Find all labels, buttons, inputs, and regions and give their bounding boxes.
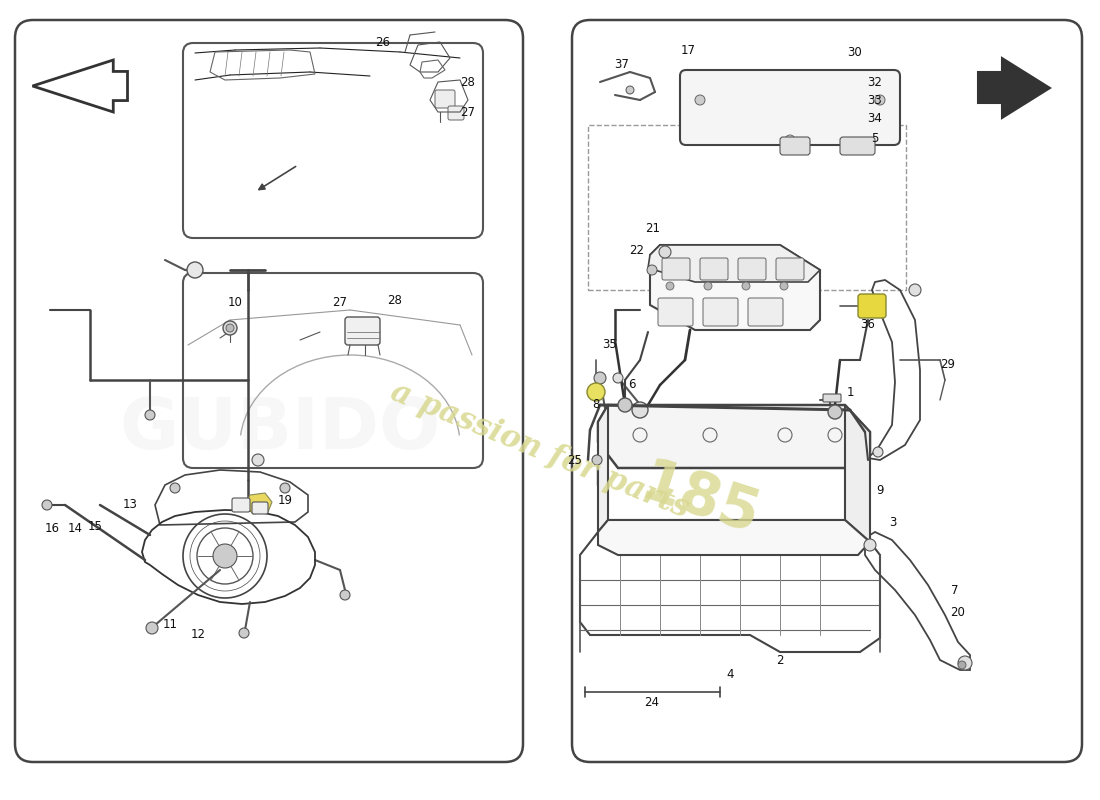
FancyBboxPatch shape: [823, 394, 842, 402]
Polygon shape: [598, 520, 870, 555]
Circle shape: [785, 135, 795, 145]
Circle shape: [909, 284, 921, 296]
FancyBboxPatch shape: [748, 298, 783, 326]
Circle shape: [213, 544, 236, 568]
FancyBboxPatch shape: [434, 90, 455, 108]
Circle shape: [252, 454, 264, 466]
Text: 36: 36: [860, 318, 876, 331]
Polygon shape: [245, 493, 272, 514]
Text: 27: 27: [461, 106, 475, 118]
Text: GUBIDO: GUBIDO: [119, 395, 441, 465]
FancyBboxPatch shape: [858, 294, 886, 318]
Text: 13: 13: [122, 498, 138, 511]
Circle shape: [170, 483, 180, 493]
Text: 10: 10: [228, 295, 242, 309]
Text: 15: 15: [88, 519, 102, 533]
FancyBboxPatch shape: [345, 317, 379, 345]
FancyBboxPatch shape: [658, 298, 693, 326]
Text: 37: 37: [615, 58, 629, 71]
Circle shape: [226, 324, 234, 332]
Text: 30: 30: [848, 46, 862, 58]
Circle shape: [223, 321, 236, 335]
Circle shape: [647, 265, 657, 275]
Polygon shape: [978, 58, 1050, 118]
Text: 20: 20: [950, 606, 966, 618]
Circle shape: [618, 398, 632, 412]
Text: 14: 14: [67, 522, 82, 534]
Circle shape: [704, 282, 712, 290]
Text: 9: 9: [877, 483, 883, 497]
Circle shape: [828, 405, 842, 419]
FancyBboxPatch shape: [776, 258, 804, 280]
Text: 29: 29: [940, 358, 956, 371]
Circle shape: [340, 590, 350, 600]
Text: 8: 8: [593, 398, 600, 411]
FancyBboxPatch shape: [680, 70, 900, 145]
Circle shape: [874, 95, 886, 105]
Text: 32: 32: [868, 75, 882, 89]
Circle shape: [864, 539, 876, 551]
FancyBboxPatch shape: [662, 258, 690, 280]
Circle shape: [742, 282, 750, 290]
FancyBboxPatch shape: [840, 137, 874, 155]
Circle shape: [613, 373, 623, 383]
Circle shape: [145, 410, 155, 420]
FancyBboxPatch shape: [738, 258, 766, 280]
Circle shape: [187, 262, 204, 278]
Polygon shape: [648, 245, 820, 282]
Circle shape: [695, 95, 705, 105]
Text: 19: 19: [277, 494, 293, 506]
FancyBboxPatch shape: [232, 498, 250, 512]
Polygon shape: [650, 245, 820, 330]
Circle shape: [594, 372, 606, 384]
Text: 35: 35: [603, 338, 617, 351]
Circle shape: [280, 483, 290, 493]
Text: 4: 4: [726, 669, 734, 682]
Text: 28: 28: [387, 294, 403, 306]
Circle shape: [42, 500, 52, 510]
Polygon shape: [598, 405, 870, 468]
Text: 16: 16: [44, 522, 59, 534]
Circle shape: [587, 383, 605, 401]
Circle shape: [873, 447, 883, 457]
FancyBboxPatch shape: [700, 258, 728, 280]
Circle shape: [958, 656, 972, 670]
Text: 5: 5: [871, 131, 879, 145]
Circle shape: [146, 622, 158, 634]
FancyBboxPatch shape: [780, 137, 810, 155]
FancyBboxPatch shape: [448, 106, 464, 120]
Text: 12: 12: [190, 627, 206, 641]
Circle shape: [632, 402, 648, 418]
FancyBboxPatch shape: [703, 298, 738, 326]
Text: 28: 28: [461, 75, 475, 89]
Text: 2: 2: [777, 654, 783, 666]
Circle shape: [780, 282, 788, 290]
Text: 7: 7: [952, 583, 959, 597]
Text: 185: 185: [634, 454, 767, 546]
Circle shape: [592, 455, 602, 465]
Text: 25: 25: [568, 454, 582, 466]
Text: 11: 11: [163, 618, 177, 631]
Polygon shape: [598, 405, 608, 532]
Circle shape: [666, 282, 674, 290]
Circle shape: [239, 628, 249, 638]
Text: 6: 6: [628, 378, 636, 391]
Circle shape: [626, 86, 634, 94]
Text: a passion for parts: a passion for parts: [386, 376, 694, 524]
Text: 24: 24: [645, 695, 660, 709]
Text: 27: 27: [332, 295, 348, 309]
Text: 33: 33: [868, 94, 882, 106]
Text: 34: 34: [868, 111, 882, 125]
Bar: [588, 125, 906, 290]
Text: 22: 22: [629, 243, 645, 257]
Circle shape: [659, 246, 671, 258]
Text: 26: 26: [375, 35, 390, 49]
Polygon shape: [845, 405, 870, 542]
Text: 3: 3: [889, 515, 896, 529]
Text: 1: 1: [846, 386, 854, 398]
Circle shape: [958, 661, 966, 669]
Text: 17: 17: [681, 43, 695, 57]
FancyBboxPatch shape: [252, 502, 268, 514]
Text: 21: 21: [646, 222, 660, 234]
